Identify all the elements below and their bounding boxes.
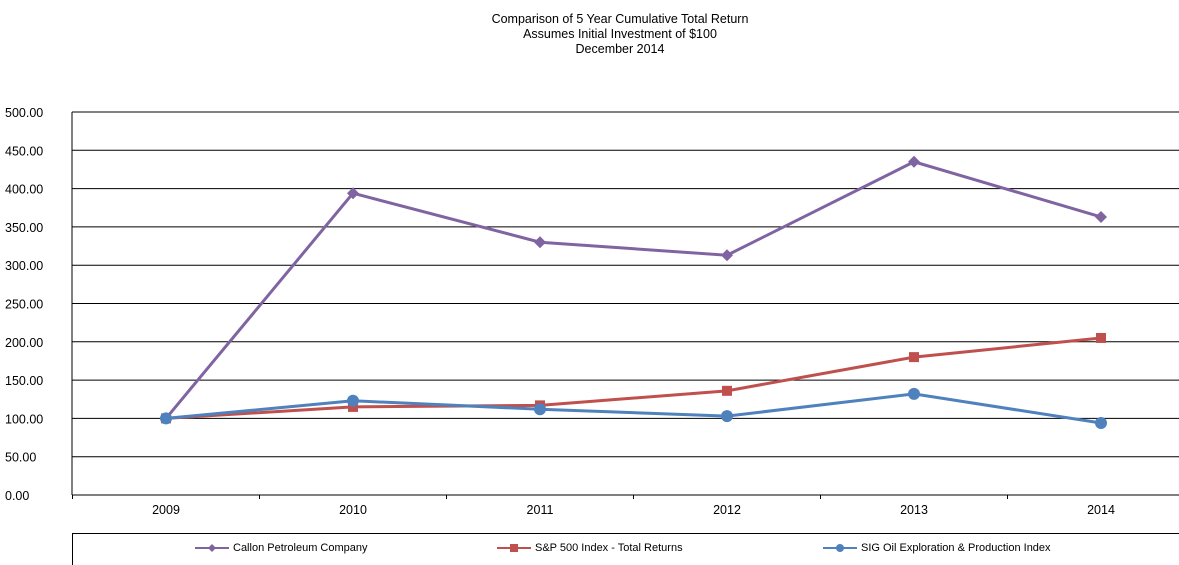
data-point-square [909, 352, 919, 363]
chart-subtitle-date: December 2014 [575, 42, 665, 56]
x-tick-label: 2009 [152, 503, 180, 517]
y-tick-label: 350.00 [5, 221, 43, 235]
x-tick-label: 2013 [900, 503, 928, 517]
legend-item-sp500: S&P 500 Index - Total Returns [497, 542, 683, 554]
data-point-diamond [347, 187, 359, 200]
chart-titles: Comparison of 5 Year Cumulative Total Re… [0, 12, 1179, 57]
data-point-circle [534, 403, 546, 416]
legend: Callon Petroleum Company S&P 500 Index -… [72, 533, 1179, 565]
legend-item-sig-oil: SIG Oil Exploration & Production Index [823, 542, 1051, 554]
data-point-diamond [721, 249, 733, 262]
y-tick-label: 250.00 [5, 298, 43, 312]
legend-label-callon: Callon Petroleum Company [233, 542, 368, 554]
series-line-1 [165, 336, 1102, 420]
y-tick-label: 50.00 [5, 451, 36, 465]
legend-label-sig-oil: SIG Oil Exploration & Production Index [861, 542, 1051, 554]
data-point-circle [721, 410, 733, 423]
y-tick-label: 450.00 [5, 144, 43, 158]
legend-item-callon: Callon Petroleum Company [195, 542, 368, 554]
data-point-circle [1095, 416, 1107, 429]
data-point-diamond [534, 236, 546, 249]
x-tick-label: 2012 [713, 503, 741, 517]
data-point-square [1096, 332, 1106, 343]
y-tick-label: 0.00 [5, 489, 29, 503]
data-point-square [348, 401, 358, 412]
data-point-diamond [1095, 210, 1107, 223]
y-tick-label: 200.00 [5, 336, 43, 350]
x-tick-label: 2014 [1087, 503, 1115, 517]
square-line-icon [497, 544, 531, 552]
series-line-0 [164, 160, 1102, 420]
y-tick-label: 300.00 [5, 259, 43, 273]
data-point-circle [347, 394, 359, 407]
circle-line-icon [823, 544, 857, 552]
chart-subtitle: Assumes Initial Investment of $100 [523, 27, 717, 41]
y-tick-label: 100.00 [5, 412, 43, 426]
line-chart: 0.00 50.00 100.00 150.00 200.00 250.00 300.00 3… [5, 106, 1179, 517]
data-point-circle [160, 412, 172, 425]
data-point-square [722, 385, 732, 396]
data-point-diamond [908, 155, 920, 168]
chart-title: Comparison of 5 Year Cumulative Total Re… [491, 12, 749, 26]
series-line-2 [165, 392, 1102, 425]
data-point-circle [908, 387, 920, 400]
x-tick-label: 2010 [339, 503, 367, 517]
x-tick-label: 2011 [527, 503, 554, 517]
y-tick-label: 500.00 [5, 106, 43, 120]
diamond-line-icon [195, 544, 229, 552]
y-tick-label: 400.00 [5, 183, 43, 197]
y-tick-label: 150.00 [5, 374, 43, 388]
legend-label-sp500: S&P 500 Index - Total Returns [535, 542, 683, 554]
